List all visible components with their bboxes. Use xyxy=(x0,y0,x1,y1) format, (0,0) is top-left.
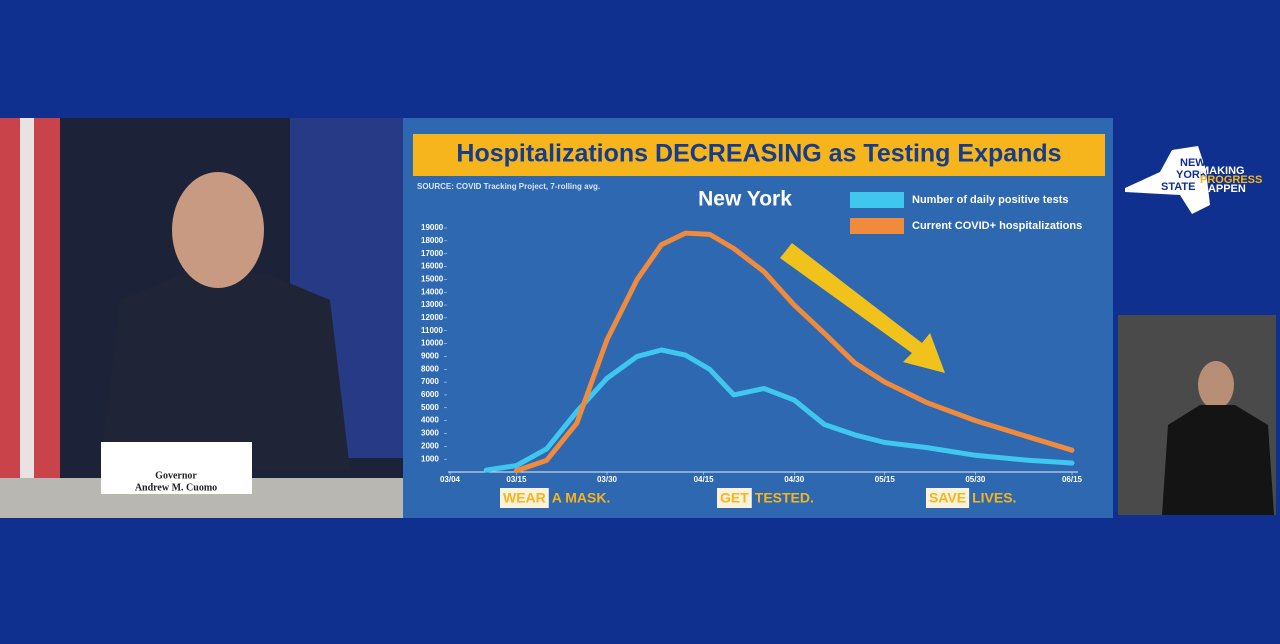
speaker-video: Governor Andrew M. Cuomo xyxy=(0,118,403,518)
slogan-box xyxy=(500,488,549,508)
series-line xyxy=(483,347,1075,473)
logo-motto: MAKING xyxy=(1200,165,1245,177)
y-tick-label: 17000 xyxy=(421,249,444,258)
chart-subtitle: New York xyxy=(698,188,792,211)
series-line xyxy=(513,230,1075,474)
nameplate-name: Andrew M. Cuomo xyxy=(135,482,217,493)
chart-title: Hospitalizations DECREASING as Testing E… xyxy=(456,140,1061,168)
logo-state: STATE xyxy=(1161,181,1195,193)
y-tick-label: 14000 xyxy=(421,287,444,296)
y-tick-label: 1000 xyxy=(421,454,439,463)
y-tick-label: 16000 xyxy=(421,262,444,271)
y-tick-label: 9000 xyxy=(421,352,439,361)
logo-state: YORK xyxy=(1176,169,1208,181)
interpreter-face xyxy=(1198,361,1234,409)
x-tick-label: 06/15 xyxy=(1062,475,1083,484)
x-tick-label: 03/30 xyxy=(597,475,618,484)
y-tick-label: 10000 xyxy=(421,339,444,348)
legend-swatch xyxy=(850,192,904,208)
legend-swatch xyxy=(850,218,904,234)
logo-motto: PROGRESS xyxy=(1200,174,1262,186)
slogan-rest: A MASK. xyxy=(552,490,611,506)
y-tick-label: 6000 xyxy=(421,390,439,399)
slogan-highlight: WEAR xyxy=(503,490,546,506)
x-tick-label: 03/04 xyxy=(440,475,461,484)
source: SOURCE: COVID Tracking Project, 7-rollin… xyxy=(417,182,600,191)
y-tick-label: 5000 xyxy=(421,403,439,412)
plot: 1000 2000 3000 4000 5000 6000 7000 8000 9000 1000… xyxy=(421,192,1083,484)
slogan-highlight: SAVE xyxy=(929,490,966,506)
slogans: WEAR A MASK. GET TESTED. SAVE LIVES. xyxy=(500,488,1016,508)
nameplate-title: Governor xyxy=(155,470,197,481)
slogan-rest: LIVES. xyxy=(972,490,1016,506)
chart-panel xyxy=(403,118,1113,518)
y-tick-label: 4000 xyxy=(421,416,439,425)
logo: NEW YORK STATE MAKING PROGRESS HAPPEN xyxy=(1125,146,1262,214)
x-tick-label: 04/15 xyxy=(694,475,715,484)
y-tick-label: 8000 xyxy=(421,364,439,373)
state-shape xyxy=(1125,146,1210,214)
legend-label: Current COVID+ hospitalizations xyxy=(912,220,1082,232)
y-tick-label: 2000 xyxy=(421,441,439,450)
legend-label: Number of daily positive tests xyxy=(912,194,1068,206)
y-tick-label: 19000 xyxy=(421,223,444,232)
face xyxy=(172,172,264,288)
title-banner xyxy=(413,134,1105,176)
y-tick-label: 13000 xyxy=(421,300,444,309)
x-tick-label: 03/15 xyxy=(506,475,527,484)
y-tick-label: 7000 xyxy=(421,377,439,386)
trend-arrow xyxy=(780,243,945,373)
interpreter-video xyxy=(1118,315,1276,515)
x-tick-label: 05/30 xyxy=(965,475,986,484)
logo-motto: HAPPEN xyxy=(1200,183,1246,195)
flag-stripe xyxy=(20,118,34,478)
y-tick-label: 11000 xyxy=(421,326,443,335)
y-tick-label: 3000 xyxy=(421,429,439,438)
x-tick-label: 04/30 xyxy=(784,475,805,484)
x-tick-label: 05/15 xyxy=(875,475,896,484)
y-tick-label: 15000 xyxy=(421,274,444,283)
interpreter-body xyxy=(1162,405,1274,515)
slogan-box xyxy=(717,488,752,508)
y-tick-label: 12000 xyxy=(421,313,444,322)
suit xyxy=(100,275,350,470)
logo-state: NEW xyxy=(1180,157,1206,169)
slogan-highlight: GET xyxy=(720,490,749,506)
nameplate xyxy=(101,442,252,494)
slogan-rest: TESTED. xyxy=(755,490,814,506)
slogan-box xyxy=(926,488,970,508)
y-tick-label: 18000 xyxy=(421,236,444,245)
